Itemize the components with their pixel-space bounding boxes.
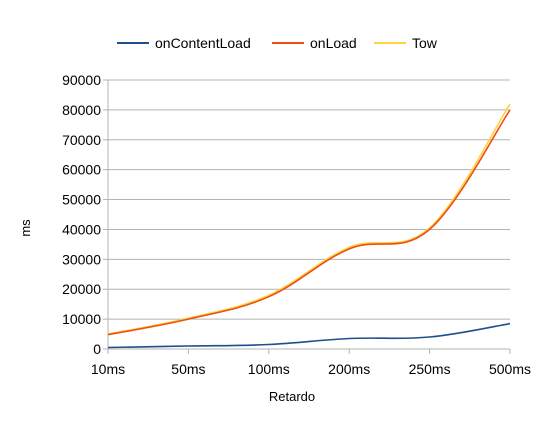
gridlines	[108, 79, 510, 350]
x-tick-label: 100ms	[248, 361, 290, 377]
y-tick-label: 30000	[62, 251, 101, 267]
x-tick-label: 250ms	[409, 361, 451, 377]
y-tick-label: 20000	[62, 281, 101, 297]
series-line-tow	[107, 103, 511, 335]
x-tick-label: 10ms	[91, 361, 125, 377]
legend-label-onload: onLoad	[310, 35, 357, 51]
x-tick-label: 200ms	[328, 361, 370, 377]
y-tick-label: 60000	[62, 162, 101, 178]
legend-label-tow: Tow	[412, 35, 438, 51]
x-tick-label: 500ms	[489, 361, 531, 377]
legend-label-oncontentload: onContentLoad	[155, 35, 251, 51]
axes: 0 10000 20000 30000 40000 50000 60000 70000 8000…	[62, 72, 531, 377]
y-tick-label: 90000	[62, 72, 101, 88]
y-axis-label: ms	[18, 219, 33, 237]
x-tick-label: 50ms	[171, 361, 205, 377]
y-tick-label: 70000	[62, 132, 101, 148]
series-line-oncontentload	[107, 322, 511, 349]
series-lines	[107, 103, 511, 349]
series-line-onload	[107, 109, 511, 336]
legend: onContentLoad onLoad Tow	[117, 35, 438, 51]
y-tick-label: 0	[93, 341, 101, 357]
y-tick-label: 50000	[62, 192, 101, 208]
y-tick-label: 40000	[62, 221, 101, 237]
y-tick-label: 10000	[62, 311, 101, 327]
y-tick-label: 80000	[62, 102, 101, 118]
x-axis-label: Retardo	[269, 389, 315, 404]
